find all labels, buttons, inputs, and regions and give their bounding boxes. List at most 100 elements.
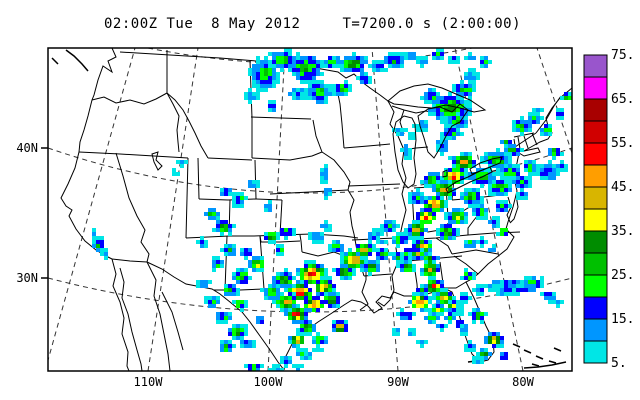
radar-echo-cell (420, 300, 424, 304)
radar-echo-cell (456, 220, 460, 224)
radar-echo-cell (468, 164, 472, 168)
radar-echo-cell (352, 68, 356, 72)
radar-echo-cell (444, 140, 448, 144)
radar-echo-cell (516, 124, 520, 128)
radar-echo-cell (488, 152, 492, 156)
radar-echo-cell (480, 348, 484, 352)
radar-echo-cell (440, 196, 444, 200)
radar-echo-cell (444, 120, 448, 124)
radar-echo-cell (512, 152, 516, 156)
radar-echo-cell (428, 284, 432, 288)
radar-echo-cell (364, 264, 368, 268)
lake-outline (445, 166, 493, 194)
radar-echo-cell (92, 232, 96, 236)
radar-echo-cell (452, 208, 456, 212)
radar-echo-cell (524, 180, 528, 184)
radar-echo-cell (304, 72, 308, 76)
colorbar-label: 65. (611, 92, 634, 107)
radar-echo-cell (504, 176, 508, 180)
radar-echo-cell (340, 68, 344, 72)
radar-echo-cell (408, 152, 412, 156)
radar-echo-cell (280, 300, 284, 304)
radar-echo-cell (356, 264, 360, 268)
radar-echo-cell (464, 216, 468, 220)
radar-echo-cell (312, 340, 316, 344)
radar-echo-cell (456, 100, 460, 104)
radar-echo-cell (424, 284, 428, 288)
radar-echo-cell (236, 204, 240, 208)
radar-echo-cell (436, 196, 440, 200)
radar-echo-cell (340, 324, 344, 328)
radar-echo-cell (300, 60, 304, 64)
radar-echo-cell (464, 120, 468, 124)
map-border (111, 258, 130, 371)
radar-echo-cell (308, 92, 312, 96)
map-border (377, 235, 401, 307)
radar-echo-cell (376, 240, 380, 244)
radar-echo-cell (384, 68, 388, 72)
radar-echo-cell (312, 60, 316, 64)
radar-echo-cell (276, 272, 280, 276)
radar-echo-cell (452, 168, 456, 172)
map-border (347, 183, 401, 187)
radar-echo-cell (472, 188, 476, 192)
radar-echo-cell (532, 108, 536, 112)
radar-echo-cell (432, 308, 436, 312)
radar-echo-cell (216, 224, 220, 228)
radar-echo-cell (96, 240, 100, 244)
radar-echo-cell (512, 164, 516, 168)
radar-echo-cell (404, 144, 408, 148)
radar-echo-cell (304, 332, 308, 336)
radar-echo-cell (440, 296, 444, 300)
radar-echo-cell (368, 240, 372, 244)
radar-echo-cell (272, 292, 276, 296)
radar-echo-cell (340, 84, 344, 88)
radar-echo-cell (560, 108, 564, 112)
radar-echo-cell (204, 284, 208, 288)
radar-echo-cell (464, 56, 468, 60)
radar-echo-cell (272, 288, 276, 292)
radar-echo-cell (508, 148, 512, 152)
map-border (78, 151, 189, 159)
radar-echo-cell (488, 180, 492, 184)
radar-echo-cell (564, 164, 568, 168)
radar-echo-cell (332, 240, 336, 244)
radar-echo-cell (284, 360, 288, 364)
radar-echo-cell (388, 64, 392, 68)
radar-echo-cell (456, 124, 460, 128)
radar-echo-cell (468, 200, 472, 204)
radar-echo-cell (448, 304, 452, 308)
radar-echo-cell (436, 284, 440, 288)
radar-echo-cell (252, 264, 256, 268)
radar-echo-cell (204, 300, 208, 304)
radar-echo-cell (432, 280, 436, 284)
radar-echo-cell (216, 320, 220, 324)
radar-echo-cell (492, 160, 496, 164)
radar-echo-cell (440, 280, 444, 284)
radar-echo-cell (224, 320, 228, 324)
radar-echo-cell (360, 264, 364, 268)
radar-echo-cell (276, 296, 280, 300)
radar-echo-cell (420, 212, 424, 216)
radar-echo-cell (452, 236, 456, 240)
radar-echo-cell (272, 280, 276, 284)
radar-echo-cell (416, 212, 420, 216)
radar-echo-cell (460, 276, 464, 280)
radar-echo-cell (552, 300, 556, 304)
radar-echo-cell (308, 264, 312, 268)
radar-echo-cell (508, 164, 512, 168)
radar-echo-cell (448, 108, 452, 112)
radar-echo-cell (300, 288, 304, 292)
radar-echo-cell (340, 64, 344, 68)
radar-echo-cell (448, 236, 452, 240)
radar-echo-cell (476, 312, 480, 316)
radar-echo-cell (280, 308, 284, 312)
radar-echo-cell (456, 168, 460, 172)
radar-echo-cell (400, 264, 404, 268)
radar-echo-cell (532, 172, 536, 176)
radar-echo-cell (468, 68, 472, 72)
radar-echo-cell (396, 56, 400, 60)
radar-echo-cell (548, 152, 552, 156)
radar-echo-cell (320, 276, 324, 280)
radar-echo-cell (460, 328, 464, 332)
